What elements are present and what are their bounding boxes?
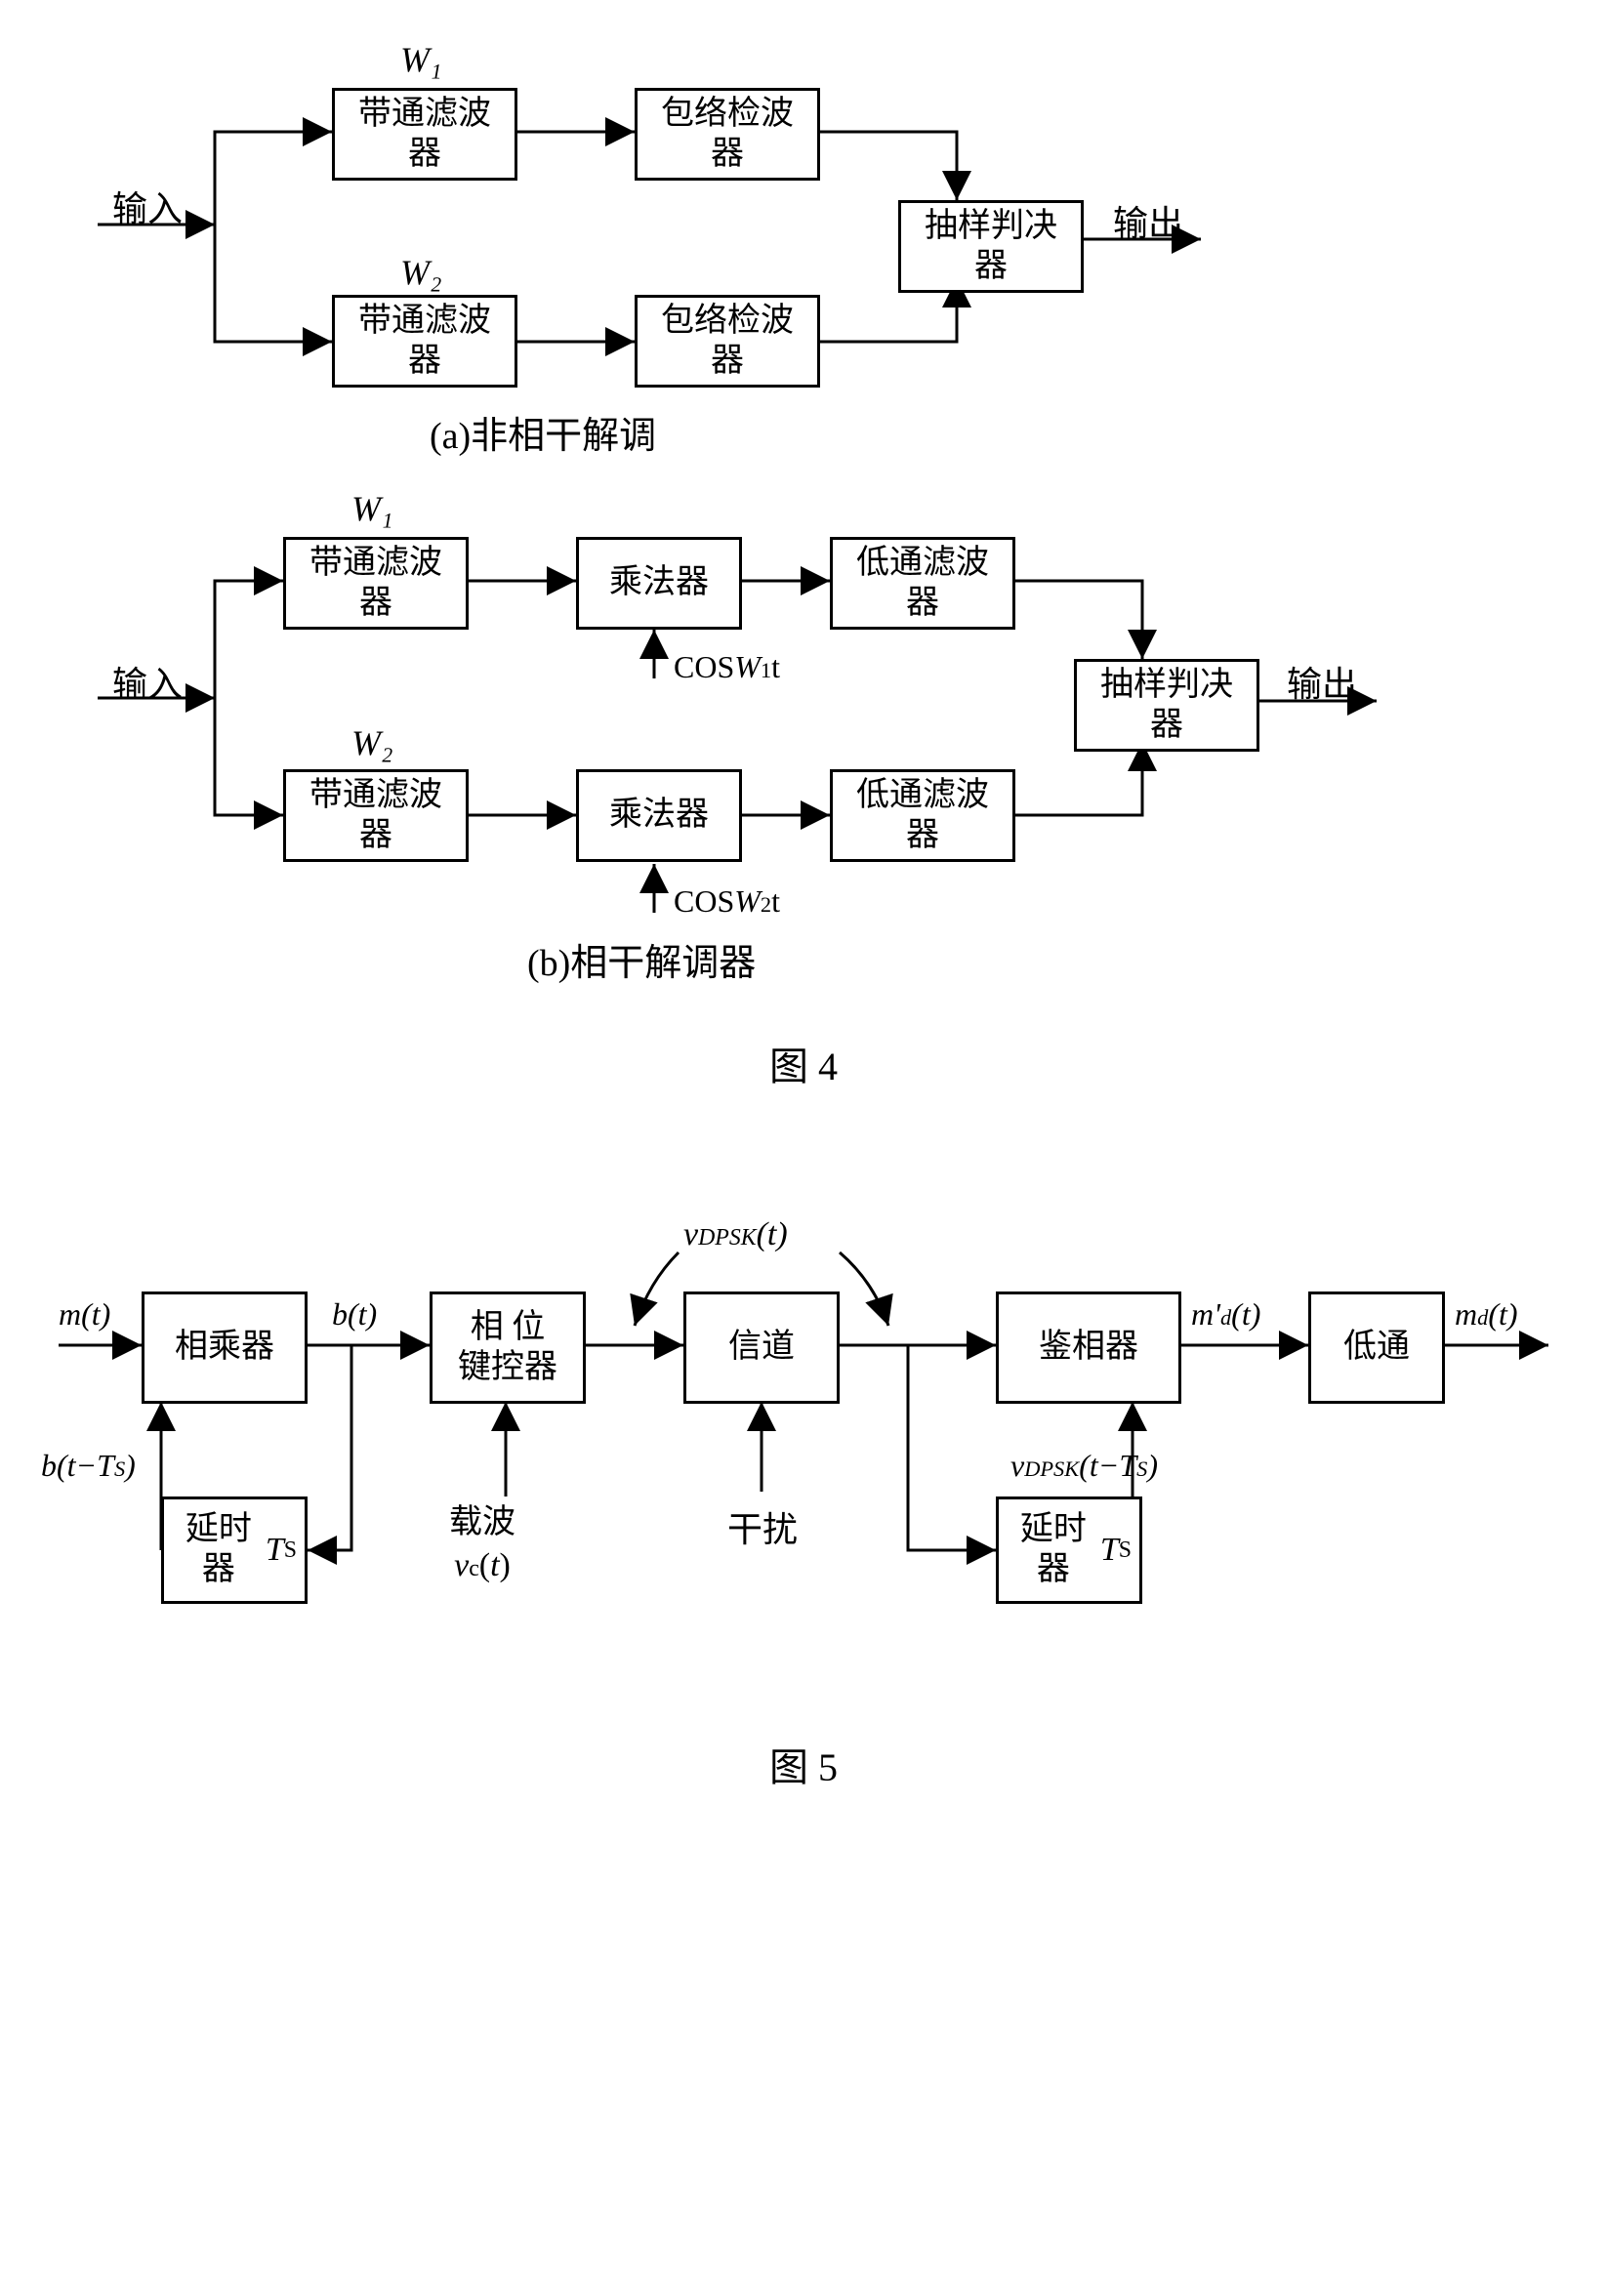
diagram-5: m(t) 相乘器 b(t) b(t−TS) 延时器 TS 相 位 键控器 载波v… <box>59 1189 1548 1677</box>
cos1-label: COSW1t <box>674 649 780 685</box>
diagram-b: 输入 W₁ 带通滤波器 乘法器 COSW1t 低通滤波器 W₂ 带通滤波器 乘法… <box>59 488 1548 976</box>
bt-ts-label: b(t−TS) <box>41 1448 136 1484</box>
diagram-b-svg <box>59 488 1548 976</box>
psk-5: 相 位 键控器 <box>430 1292 586 1404</box>
mt-label: m(t) <box>59 1296 110 1332</box>
mdp-label: m'd(t) <box>1191 1296 1260 1332</box>
carrier-label: 载波vc(t) <box>449 1501 515 1587</box>
diagram-a: 输入 W₁ 带通滤波器 包络检波器 W₂ 带通滤波器 包络检波器 抽样判决器 输… <box>59 39 1548 449</box>
phase-det-5: 鉴相器 <box>996 1292 1181 1404</box>
input-label-a: 输入 <box>112 181 183 231</box>
fig4-label: 图 4 <box>59 1035 1548 1091</box>
input-label-b: 输入 <box>112 656 183 707</box>
w2-label-b: W₂ <box>351 722 393 763</box>
lpf-5: 低通 <box>1308 1292 1445 1404</box>
caption-b: (b)相干解调器 <box>527 932 756 986</box>
bpf1-a: 带通滤波器 <box>332 88 517 181</box>
output-label-a: 输出 <box>1113 195 1183 246</box>
delay2-5: 延时器 TS <box>996 1496 1142 1604</box>
channel-5: 信道 <box>683 1292 840 1404</box>
caption-a: (a)非相干解调 <box>430 405 656 459</box>
mult1-b: 乘法器 <box>576 537 742 630</box>
output-label-b: 输出 <box>1287 656 1357 707</box>
w1-label-a: W₁ <box>400 39 442 80</box>
md-label: md(t) <box>1455 1296 1518 1332</box>
cos2-label: COSW2t <box>674 883 780 920</box>
w1-label-b: W₁ <box>351 488 393 529</box>
w2-label-a: W₂ <box>400 252 442 293</box>
lpf1-b: 低通滤波器 <box>830 537 1015 630</box>
mult2-b: 乘法器 <box>576 769 742 862</box>
bpf2-b: 带通滤波器 <box>283 769 469 862</box>
delay1-5: 延时器 TS <box>161 1496 308 1604</box>
vdpsk-ts-label: vDPSK(t−TS) <box>1010 1448 1158 1484</box>
env1-a: 包络检波器 <box>635 88 820 181</box>
bt-label: b(t) <box>332 1296 377 1332</box>
env2-a: 包络检波器 <box>635 295 820 388</box>
multiplier-5: 相乘器 <box>142 1292 308 1404</box>
fig5-label: 图 5 <box>59 1736 1548 1792</box>
diagram-5-svg <box>59 1189 1548 1677</box>
lpf2-b: 低通滤波器 <box>830 769 1015 862</box>
sampler-b: 抽样判决器 <box>1074 659 1259 752</box>
sampler-a: 抽样判决器 <box>898 200 1084 293</box>
bpf1-b: 带通滤波器 <box>283 537 469 630</box>
vdpsk-label: vDPSK(t) <box>683 1216 788 1253</box>
interference-label: 干扰 <box>727 1501 798 1552</box>
bpf2-a: 带通滤波器 <box>332 295 517 388</box>
